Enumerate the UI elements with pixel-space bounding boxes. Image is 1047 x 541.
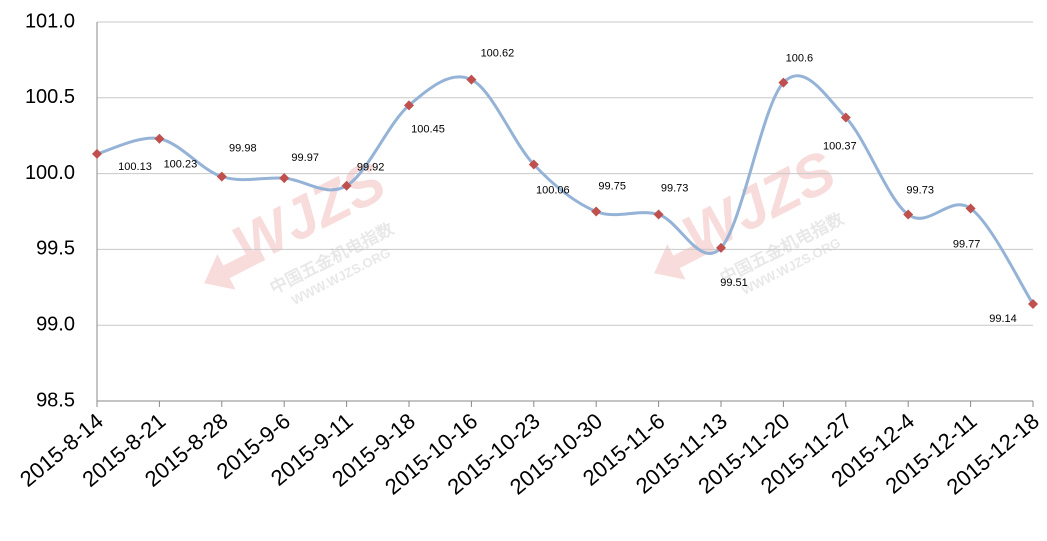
data-label: 100.62: [481, 48, 515, 60]
marker: [528, 159, 539, 170]
data-label: 99.73: [906, 184, 934, 196]
data-label: 100.6: [786, 53, 814, 65]
data-label: 99.97: [291, 152, 319, 164]
y-tick-label: 100.0: [25, 162, 75, 184]
watermark-arrow: [654, 237, 716, 280]
marker: [716, 242, 726, 253]
marker: [778, 77, 789, 88]
data-label: 100.06: [536, 184, 570, 196]
data-label: 100.13: [118, 161, 152, 173]
data-label: 99.75: [598, 180, 626, 192]
marker: [92, 148, 102, 159]
data-label: 99.73: [661, 182, 689, 194]
data-label: 99.14: [989, 313, 1017, 325]
marker: [591, 206, 602, 217]
data-label: 100.37: [823, 140, 857, 152]
y-tick-label: 101.0: [25, 10, 75, 32]
y-tick-label: 98.5: [36, 389, 75, 411]
marker: [216, 171, 227, 182]
y-tick-label: 99.5: [36, 238, 75, 260]
marker: [466, 74, 477, 85]
marker: [1028, 298, 1038, 309]
watermark-arrow: [204, 247, 266, 290]
y-tick-label: 100.5: [25, 86, 75, 108]
data-label: 99.92: [357, 162, 385, 174]
data-label: 100.45: [411, 123, 445, 135]
marker: [965, 203, 976, 214]
data-label: 99.51: [720, 277, 748, 289]
marker: [279, 173, 290, 184]
marker: [903, 209, 914, 220]
data-label: 100.23: [164, 159, 198, 171]
marker: [404, 100, 414, 111]
marker: [154, 133, 165, 144]
marker: [840, 112, 851, 123]
data-label: 99.98: [229, 143, 257, 155]
y-tick-label: 99.0: [36, 313, 75, 335]
data-label: 99.77: [953, 238, 981, 250]
marker: [341, 180, 352, 191]
marker: [653, 209, 664, 220]
